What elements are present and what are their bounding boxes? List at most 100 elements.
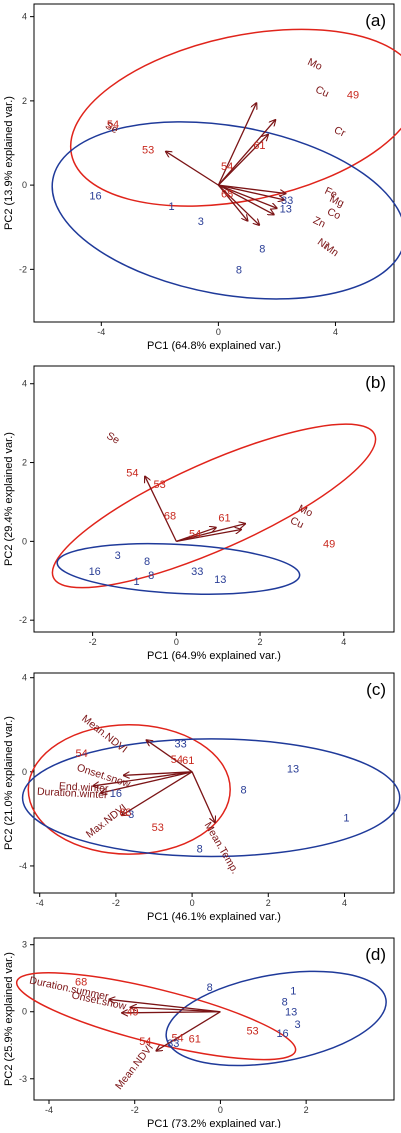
loading-arrow — [145, 476, 177, 542]
x-tick-label: 2 — [258, 637, 263, 647]
sample-point-label: 8 — [144, 556, 150, 568]
sample-point-label: 13 — [285, 1007, 297, 1019]
loading-arrow — [218, 184, 277, 208]
loading-label: Se — [103, 119, 120, 136]
sample-point-label: 1 — [168, 201, 174, 213]
sample-point-label: 1 — [290, 986, 296, 998]
plot-frame — [33, 3, 395, 323]
sample-point-label: 54 — [107, 119, 119, 131]
loading-arrow — [217, 103, 256, 186]
x-tick-label: 4 — [333, 327, 338, 337]
loading-label: Cr — [332, 124, 348, 140]
sample-point-label: 61 — [182, 755, 194, 767]
confidence-ellipse-blue — [165, 970, 387, 1067]
loading-arrow — [156, 1011, 221, 1051]
sample-point-label: 61 — [253, 140, 265, 152]
sample-point-label: 13 — [287, 763, 299, 775]
loading-arrow — [176, 524, 245, 542]
sample-point-label: 54 — [221, 161, 233, 173]
loading-arrow — [109, 999, 221, 1013]
confidence-ellipse-red — [27, 724, 231, 855]
y-axis-title: PC2 (25.9% explained var.) — [3, 952, 15, 1086]
loading-label: Cu — [288, 515, 305, 532]
sample-point-label: 8 — [148, 570, 154, 582]
confidence-ellipse-red — [15, 972, 297, 1061]
loading-arrow — [93, 771, 193, 786]
x-tick-label: 0 — [218, 1105, 223, 1115]
sample-point-label: 16 — [89, 566, 101, 578]
sample-point-label: 49 — [126, 1007, 138, 1019]
plot-frame — [33, 365, 395, 633]
loading-label: Fe — [323, 185, 339, 201]
x-tick-label: 2 — [266, 898, 271, 908]
panel-d: -4 -2 0 2 -3 0 3 PC1 (73.2% explained var.) PC2 … — [3, 937, 395, 1130]
x-tick-label: -2 — [89, 637, 97, 647]
loading-label: Mo — [296, 503, 314, 520]
sample-point-label: 68 — [119, 807, 131, 819]
x-tick-label: -2 — [112, 898, 120, 908]
x-axis-title: PC1 (46.1% explained var.) — [147, 911, 281, 923]
sample-point-label: 61 — [218, 513, 230, 525]
panel-a: -4 0 4 -2 0 2 4 PC1 (64.8% explained var.) PC2 (… — [3, 3, 401, 352]
y-tick-label: 0 — [22, 180, 27, 190]
loading-label: Zn — [311, 214, 327, 230]
sample-point-label: 49 — [323, 538, 335, 550]
loading-label: Mg — [328, 193, 346, 210]
loading-arrow — [124, 771, 193, 776]
sample-point-label: 8 — [259, 243, 265, 255]
panel-label: (b) — [365, 373, 386, 392]
sample-point-label: 16 — [89, 191, 101, 203]
loading-arrow — [146, 740, 193, 773]
x-axis-title: PC1 (64.9% explained var.) — [147, 650, 281, 662]
sample-point-label: 33 — [175, 739, 187, 751]
sample-point-label: 61 — [189, 1034, 201, 1046]
panel-label: (c) — [366, 680, 386, 699]
loading-arrow — [130, 1007, 221, 1013]
sample-point-label: 53 — [246, 1026, 258, 1038]
sample-point-label: 3 — [198, 216, 204, 228]
sample-point-label: 33 — [281, 195, 293, 207]
confidence-ellipse-red — [69, 28, 401, 207]
x-tick-label: -2 — [131, 1105, 139, 1115]
confidence-ellipse-red — [51, 423, 377, 589]
panel-c: -4 -2 0 2 4 -4 0 4 PC1 (46.1% explained var.) PC2… — [3, 672, 401, 923]
plot-frame — [33, 937, 395, 1101]
loading-arrow — [218, 184, 285, 193]
x-tick-label: -4 — [36, 898, 44, 908]
y-tick-label: -2 — [19, 615, 27, 625]
x-tick-label: -4 — [45, 1105, 53, 1115]
sample-point-label: 8 — [207, 982, 213, 994]
loading-arrow — [122, 1012, 221, 1013]
loading-arrow — [176, 528, 216, 542]
loading-arrow — [122, 771, 193, 816]
x-tick-label: 0 — [190, 898, 195, 908]
sample-point-label: 3 — [115, 550, 121, 562]
loading-arrow — [218, 184, 284, 200]
loading-label: Se — [104, 430, 121, 447]
y-axis-title: PC2 (13.9% explained var.) — [3, 96, 15, 230]
loading-label: Co — [325, 206, 342, 223]
x-tick-label: 0 — [174, 637, 179, 647]
y-tick-label: 3 — [22, 940, 27, 950]
loading-arrow — [218, 184, 274, 214]
panel-label: (d) — [365, 945, 386, 964]
sample-point-label: 68 — [221, 189, 233, 201]
y-axis-title: PC2 (21.0% explained var.) — [3, 716, 15, 850]
loading-arrow — [217, 184, 247, 221]
loading-arrow — [101, 771, 193, 793]
x-tick-label: -4 — [97, 327, 105, 337]
loading-label: Mean.Temp. — [202, 820, 241, 876]
sample-point-label: 13 — [214, 574, 226, 586]
y-tick-label: 4 — [22, 12, 27, 22]
loading-arrow — [217, 120, 275, 186]
loading-arrow — [166, 151, 219, 186]
confidence-ellipse-blue — [51, 121, 401, 300]
sample-point-label: 33 — [191, 566, 203, 578]
loading-arrow — [176, 530, 241, 543]
y-tick-label: 0 — [22, 767, 27, 777]
sample-point-label: 53 — [142, 144, 154, 156]
x-tick-label: 0 — [216, 327, 221, 337]
loading-arrow — [217, 135, 268, 186]
sample-point-label: 54 — [126, 467, 138, 479]
